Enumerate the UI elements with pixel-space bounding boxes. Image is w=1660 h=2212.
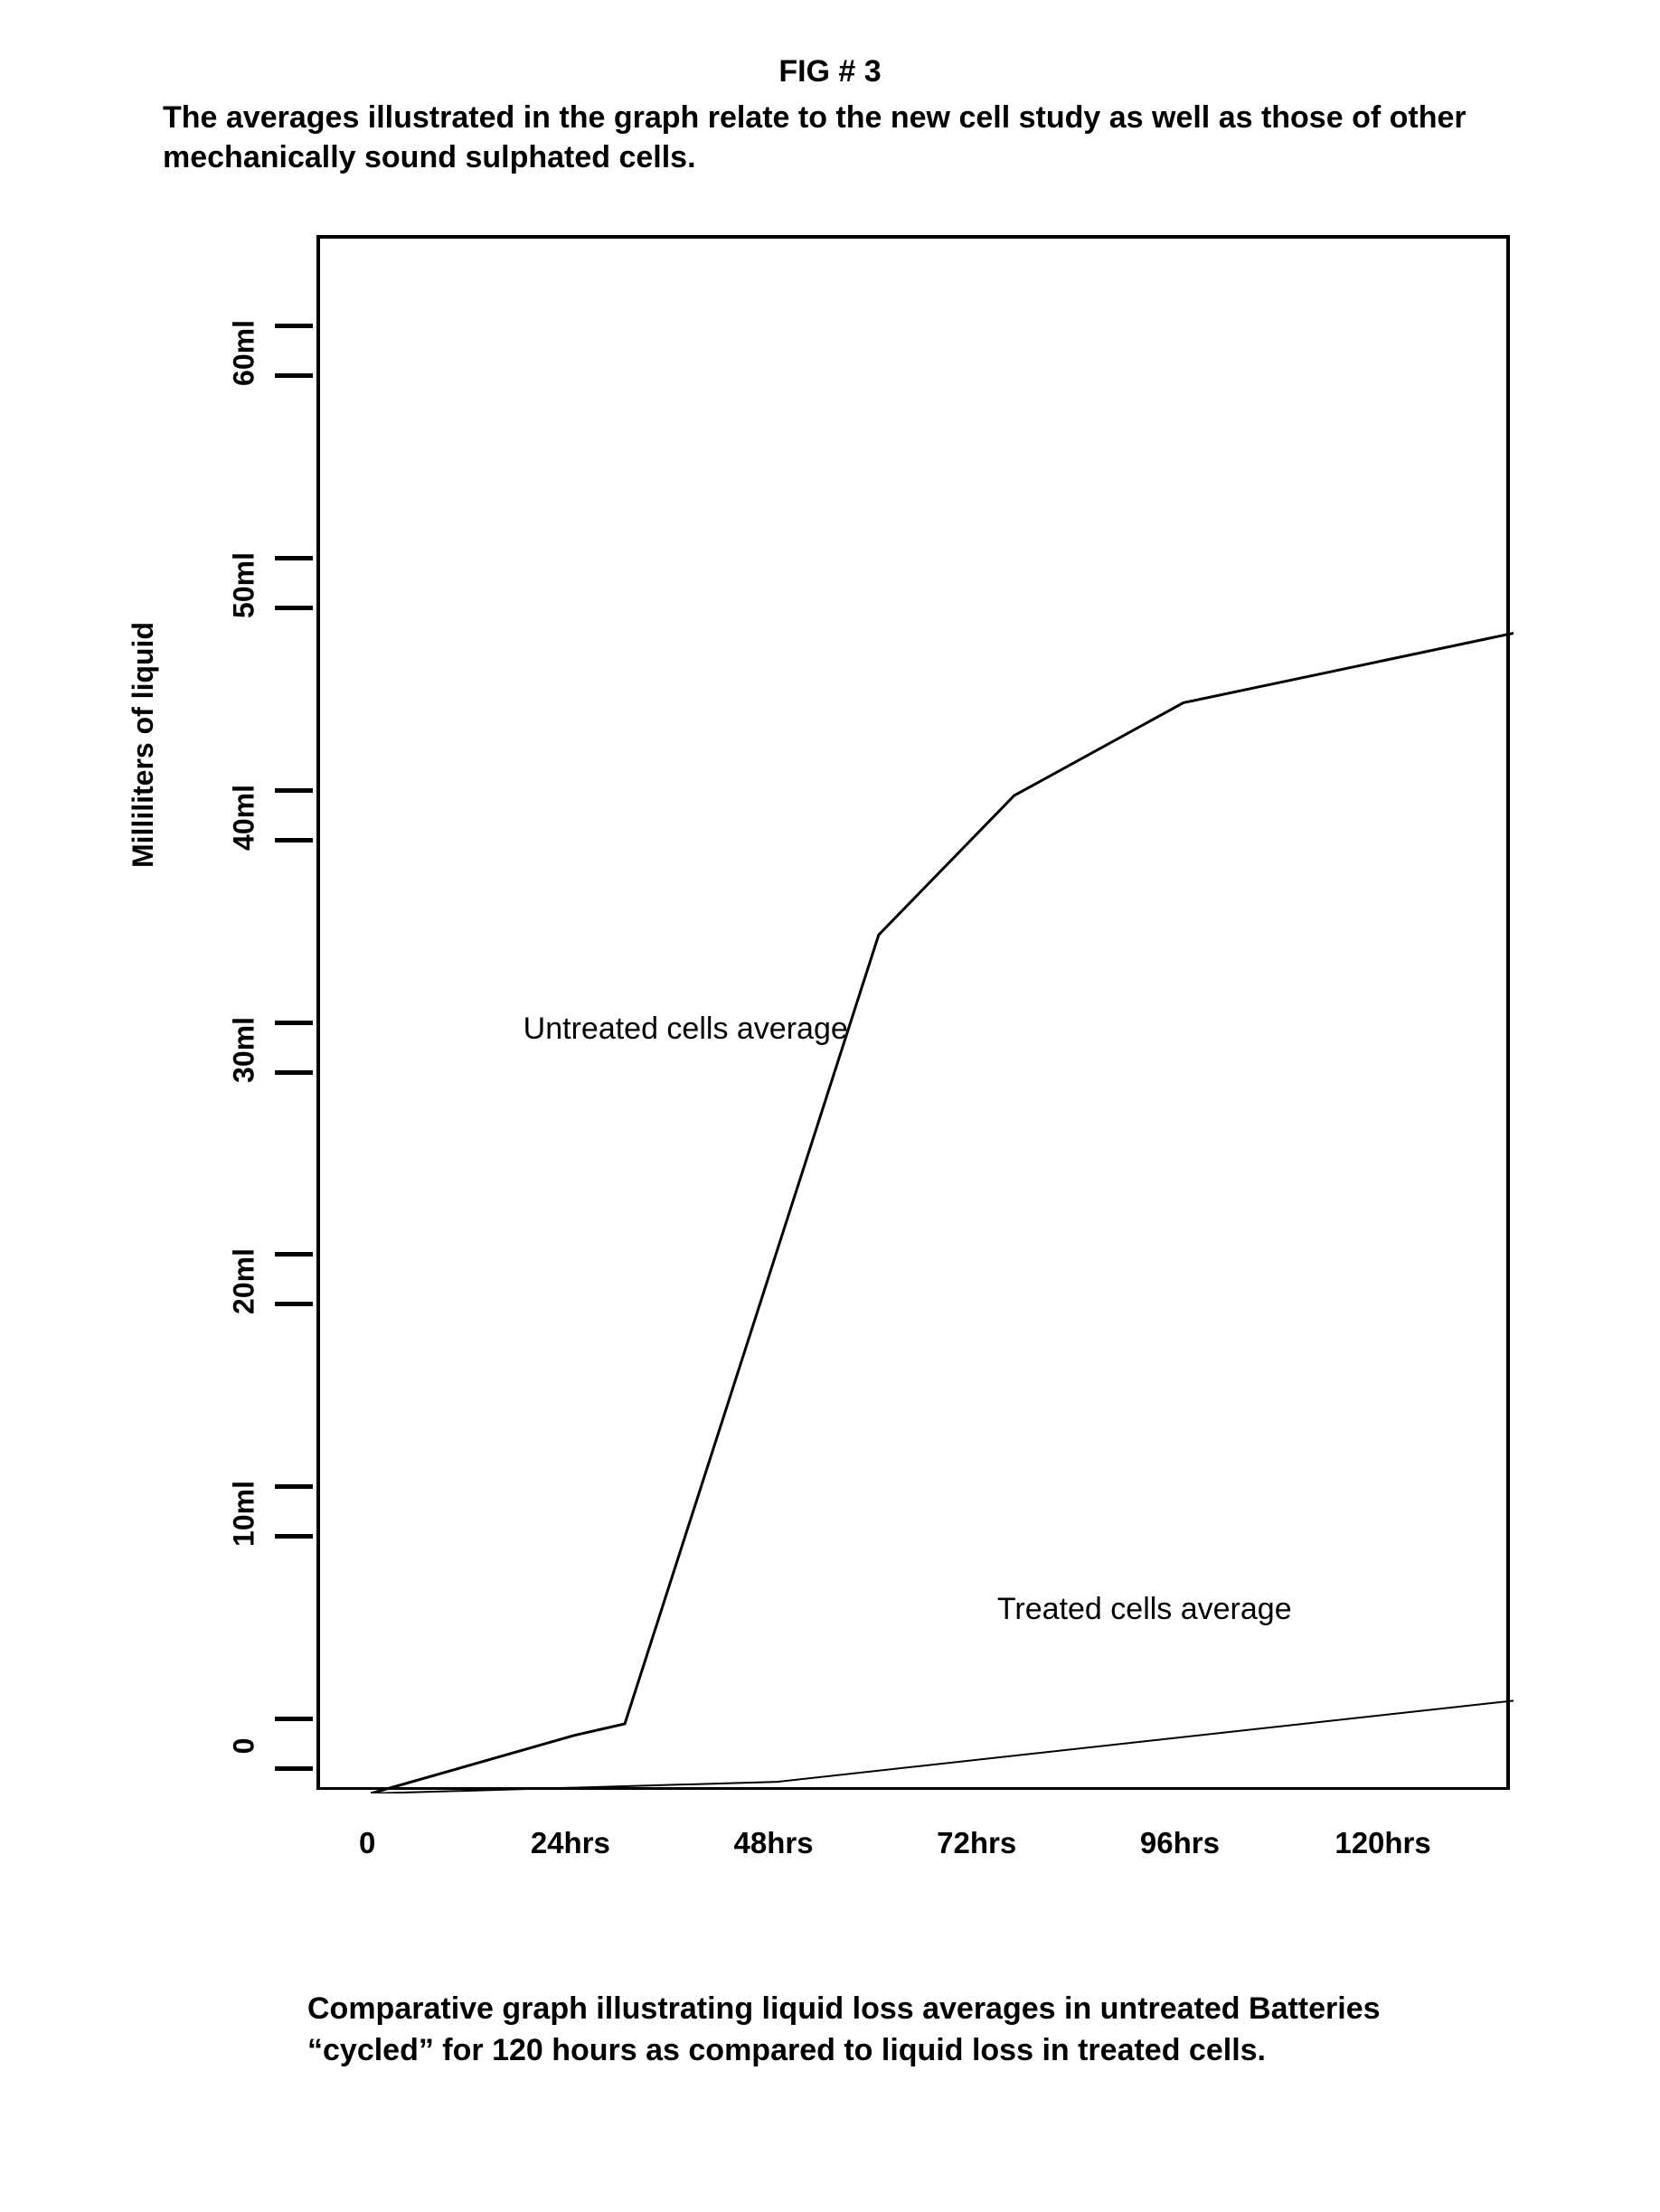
y-tick-mark xyxy=(275,1484,313,1489)
x-tick-label: 0 xyxy=(295,1826,439,1860)
series-line-treated xyxy=(371,1700,1514,1793)
y-tick-label: 0 xyxy=(228,1691,261,1800)
figure-label: FIG # 3 xyxy=(0,54,1660,89)
footer-caption: Comparative graph illustrating liquid lo… xyxy=(307,1989,1429,2072)
y-tick-mark xyxy=(275,1070,313,1075)
x-tick-label: 24hrs xyxy=(498,1826,643,1860)
series-label-treated: Treated cells average xyxy=(997,1592,1292,1627)
y-tick-mark xyxy=(275,1717,313,1721)
series-label-untreated: Untreated cells average xyxy=(523,1012,848,1047)
y-tick-label: 10ml xyxy=(228,1459,261,1567)
y-tick-mark xyxy=(275,1021,313,1025)
y-tick-mark xyxy=(275,1534,313,1539)
y-tick-label: 30ml xyxy=(228,995,261,1104)
y-tick-mark xyxy=(275,373,313,378)
series-line-untreated xyxy=(371,633,1514,1793)
x-tick-label: 48hrs xyxy=(702,1826,846,1860)
y-axis-title: Milliliters of liquid xyxy=(127,622,160,868)
x-tick-label: 72hrs xyxy=(904,1826,1049,1860)
chart-container: Milliliters of liquid 010ml20ml30ml40ml5… xyxy=(136,235,1546,1953)
y-tick-label: 20ml xyxy=(228,1228,261,1336)
page: FIG # 3 The averages illustrated in the … xyxy=(0,0,1660,2212)
y-tick-mark xyxy=(275,1766,313,1771)
x-tick-label: 120hrs xyxy=(1311,1826,1456,1860)
y-tick-mark xyxy=(275,606,313,610)
series-lines xyxy=(320,239,1514,1793)
y-tick-label: 50ml xyxy=(228,532,261,640)
y-tick-mark xyxy=(275,1252,313,1257)
x-tick-label: 96hrs xyxy=(1108,1826,1252,1860)
y-tick-label: 40ml xyxy=(228,763,261,871)
header-caption: The averages illustrated in the graph re… xyxy=(163,98,1501,177)
y-tick-mark xyxy=(275,324,313,328)
y-tick-mark xyxy=(275,838,313,842)
y-tick-mark xyxy=(275,556,313,560)
y-tick-mark xyxy=(275,1302,313,1306)
y-tick-mark xyxy=(275,788,313,793)
plot-area: Untreated cells average Treated cells ave… xyxy=(316,235,1510,1790)
y-tick-label: 60ml xyxy=(228,299,261,408)
